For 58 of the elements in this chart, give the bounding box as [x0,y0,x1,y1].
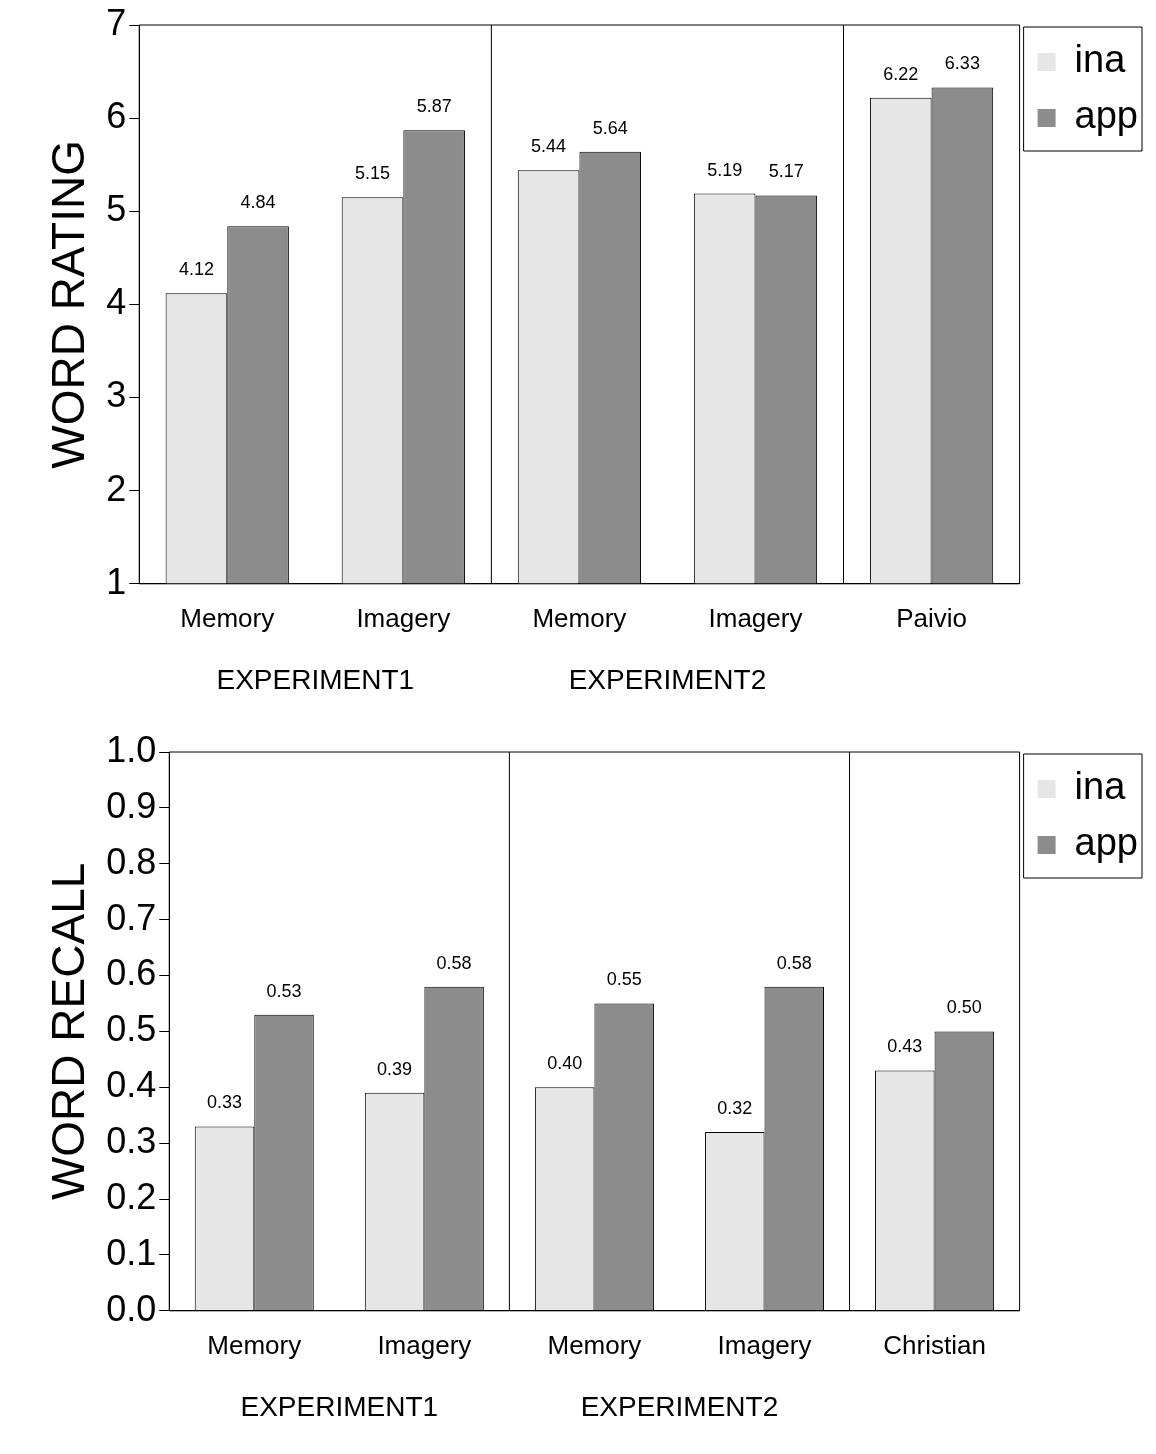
y-tick-label: 0.4 [106,1064,157,1106]
data-label: 6.22 [883,63,919,84]
data-label: 0.40 [547,1053,583,1074]
y-axis-title: WORD RATING [42,140,95,469]
data-label: 0.43 [887,1036,923,1057]
legend-label: ina [1074,38,1127,81]
data-label: 5.87 [416,96,452,117]
data-label: 5.64 [592,117,628,138]
data-label: 5.44 [531,136,567,157]
data-label: 0.33 [206,1092,243,1113]
y-tick-label: 0.0 [106,1287,157,1329]
y-tick-label: 1 [106,560,127,602]
y-tick-label: 0.7 [106,896,157,938]
text: EXPERIMENT1 [240,1390,439,1422]
x-tick-label: Imagery [717,1329,812,1360]
y-tick-label: 0.9 [106,784,157,826]
x-tick-label: Memory [532,602,627,633]
data-label: 5.19 [707,159,743,180]
y-tick-label: 6 [106,95,127,137]
y-tick-label: 5 [106,188,127,230]
x-tick-label: Memory [547,1329,642,1360]
data-label: 0.55 [606,969,642,990]
y-tick-label: 1.0 [106,728,157,770]
data-label: 0.50 [946,997,982,1018]
y-tick-label: 0.3 [106,1120,157,1162]
data-label: 0.53 [266,980,302,1001]
data-label: 4.84 [240,192,276,213]
data-label: 0.58 [436,952,472,973]
x-tick-label: Memory [180,602,275,633]
x-tick-label: Memory [207,1329,302,1360]
x-tick-label: Imagery [377,1329,472,1360]
y-tick-label: 3 [106,374,127,416]
x-tick-label: Imagery [356,602,451,633]
legend-label: app [1074,94,1138,137]
text: EXPERIMENT2 [568,663,767,695]
y-tick-label: 0.2 [106,1175,157,1217]
data-label: 6.33 [944,53,980,74]
legend-label: app [1074,821,1138,864]
y-tick-label: 0.6 [106,952,157,994]
x-tick-label: Paivio [896,602,967,633]
data-label: 5.17 [768,161,804,182]
y-tick-label: 0.5 [106,1008,157,1050]
y-axis-title: WORD RECALL [42,862,95,1201]
data-label: 0.58 [776,952,812,973]
x-tick-label: Imagery [708,602,803,633]
text: EXPERIMENT1 [216,663,415,695]
y-tick-label: 2 [106,467,127,509]
data-label: 0.32 [717,1097,753,1118]
data-label: 0.39 [377,1058,413,1079]
y-tick-label: 0.1 [106,1231,157,1273]
legend-label: ina [1074,765,1127,808]
x-tick-label: Christian [883,1329,986,1360]
data-label: 5.15 [355,163,391,184]
y-tick-label: 7 [106,1,127,43]
y-tick-label: 4 [106,281,127,323]
y-tick-label: 0.8 [106,840,157,882]
data-label: 4.12 [178,259,214,280]
text: EXPERIMENT2 [580,1390,779,1422]
